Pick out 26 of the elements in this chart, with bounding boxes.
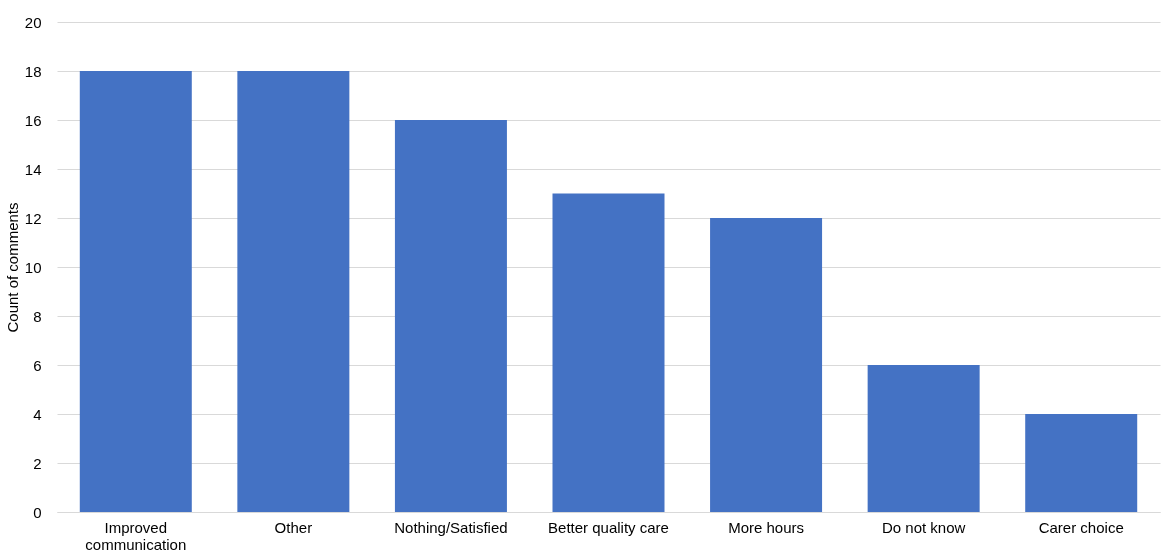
bar [1025,414,1138,512]
bar [394,120,507,512]
y-axis-title: Count of comments [3,202,21,333]
x-tick-label: More hours [728,518,805,536]
y-tick-label: 8 [33,307,42,325]
y-tick-label: 18 [24,62,42,80]
x-tick-label: Do not know [881,518,966,536]
y-tick-label: 6 [33,356,42,374]
bar [710,218,823,512]
x-tick-label: Better quality care [548,518,669,536]
y-tick-label: 20 [24,13,42,31]
x-tick-label: Carer choice [1038,518,1124,536]
y-tick-label: 14 [24,160,42,178]
y-tick-label: 16 [24,111,42,129]
x-tick-label: Improved communication [85,518,187,553]
y-tick-label: 4 [33,405,42,423]
y-tick-label: 2 [33,454,42,472]
bar [79,71,192,512]
x-tick-label: Nothing/Satisfied [394,518,508,536]
bar [867,365,980,512]
y-tick-label: 12 [24,209,42,227]
bar [552,193,665,512]
y-tick-label: 10 [24,258,42,276]
bar [237,71,350,512]
y-tick-label: 0 [33,503,42,521]
x-tick-label: Other [274,518,313,536]
